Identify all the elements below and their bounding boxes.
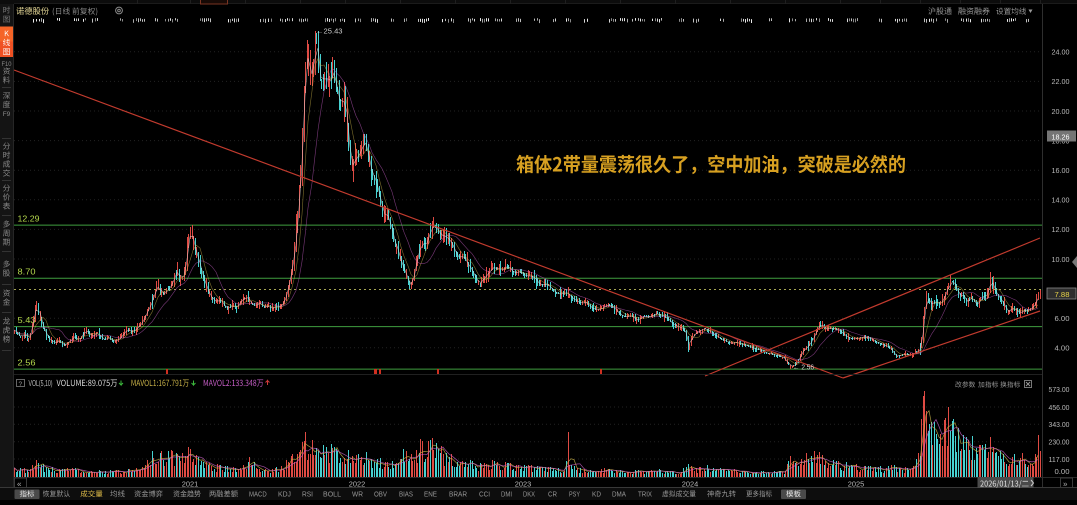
svg-text:2022: 2022 xyxy=(349,479,366,488)
svg-text:12.29: 12.29 xyxy=(18,215,41,224)
svg-text:2025: 2025 xyxy=(848,479,865,488)
svg-text:8.70: 8.70 xyxy=(18,268,37,277)
svg-text:WR: WR xyxy=(352,491,363,498)
svg-text:F10: F10 xyxy=(2,61,12,68)
svg-text:BRAR: BRAR xyxy=(449,491,467,498)
svg-text:24.00: 24.00 xyxy=(1052,48,1070,57)
svg-text:0.00: 0.00 xyxy=(1055,467,1070,476)
svg-text:← 2.56: ← 2.56 xyxy=(793,363,814,372)
svg-text:2023: 2023 xyxy=(515,479,532,488)
svg-text:14.00: 14.00 xyxy=(1052,196,1070,205)
svg-text:»: » xyxy=(1063,479,1068,488)
svg-text:TRIX: TRIX xyxy=(638,491,652,498)
svg-text:DMI: DMI xyxy=(501,491,512,498)
svg-text:PSY: PSY xyxy=(569,491,580,498)
svg-text:10.00: 10.00 xyxy=(1052,255,1070,264)
svg-text:6.00: 6.00 xyxy=(1055,314,1070,323)
svg-text:16.00: 16.00 xyxy=(1052,166,1070,175)
svg-text:2.56: 2.56 xyxy=(18,359,37,368)
svg-text:F9: F9 xyxy=(3,111,11,118)
svg-text:4.00: 4.00 xyxy=(1055,344,1070,353)
svg-text:343.00: 343.00 xyxy=(1049,420,1070,429)
svg-text:KD: KD xyxy=(592,491,601,498)
svg-text:BIAS: BIAS xyxy=(399,491,413,498)
svg-text:VOL(5,10): VOL(5,10) xyxy=(29,379,53,388)
svg-text:230.00: 230.00 xyxy=(1049,438,1070,447)
svg-text:20.00: 20.00 xyxy=(1052,107,1070,116)
svg-text:«: « xyxy=(17,479,22,488)
svg-text:DMA: DMA xyxy=(612,491,626,498)
svg-text:RSI: RSI xyxy=(302,491,313,498)
svg-text:DKX: DKX xyxy=(523,491,535,498)
svg-text:←25.43: ←25.43 xyxy=(316,27,343,36)
svg-text:BOLL: BOLL xyxy=(323,491,341,498)
svg-text:MACD: MACD xyxy=(249,491,267,498)
svg-text:2024: 2024 xyxy=(682,479,699,488)
svg-text:18.26: 18.26 xyxy=(1052,132,1070,141)
svg-text:22.00: 22.00 xyxy=(1052,77,1070,86)
svg-text:7.88: 7.88 xyxy=(1055,290,1070,299)
svg-text:OBV: OBV xyxy=(374,491,387,498)
svg-text:KDJ: KDJ xyxy=(278,491,291,498)
svg-text:ENE: ENE xyxy=(424,491,437,498)
svg-text:CR: CR xyxy=(548,491,557,498)
svg-text:573.00: 573.00 xyxy=(1049,385,1070,394)
svg-text:12.00: 12.00 xyxy=(1052,225,1070,234)
svg-text:2021: 2021 xyxy=(182,479,199,488)
svg-text:117.00: 117.00 xyxy=(1049,455,1070,464)
svg-text:CCI: CCI xyxy=(479,491,490,498)
svg-text:?: ? xyxy=(19,381,23,388)
svg-text:5.43: 5.43 xyxy=(18,316,37,325)
svg-text:456.00: 456.00 xyxy=(1049,403,1070,412)
